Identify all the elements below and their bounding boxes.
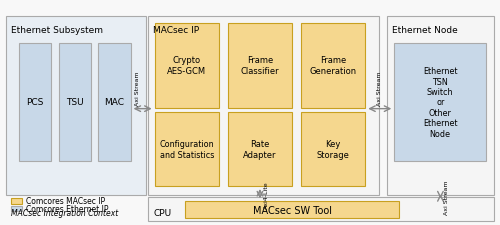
FancyBboxPatch shape <box>300 112 366 186</box>
FancyBboxPatch shape <box>228 112 292 186</box>
Text: TSU: TSU <box>66 98 84 107</box>
Text: Ethernet
TSN
Switch
or
Other
Ethernet
Node: Ethernet TSN Switch or Other Ethernet No… <box>423 67 458 138</box>
FancyBboxPatch shape <box>12 206 22 211</box>
Text: Comcores MACsec IP: Comcores MACsec IP <box>26 196 106 205</box>
Text: Rate
Adapter: Rate Adapter <box>243 140 276 159</box>
FancyBboxPatch shape <box>386 17 494 195</box>
Text: Axi4-Lite: Axi4-Lite <box>264 180 269 208</box>
FancyBboxPatch shape <box>58 44 91 161</box>
FancyBboxPatch shape <box>12 198 22 204</box>
FancyBboxPatch shape <box>148 17 380 195</box>
Text: Comcores Ethernet IP: Comcores Ethernet IP <box>26 204 109 213</box>
Text: MAC: MAC <box>104 98 124 107</box>
Text: MACsec IP: MACsec IP <box>153 26 199 35</box>
FancyBboxPatch shape <box>154 24 219 108</box>
FancyBboxPatch shape <box>154 112 219 186</box>
FancyBboxPatch shape <box>186 201 399 218</box>
FancyBboxPatch shape <box>98 44 130 161</box>
FancyBboxPatch shape <box>19 44 51 161</box>
Text: MACsec SW Tool: MACsec SW Tool <box>253 205 332 215</box>
Text: Key
Storage: Key Storage <box>316 140 350 159</box>
Text: PCS: PCS <box>26 98 44 107</box>
Text: Frame
Generation: Frame Generation <box>310 56 356 76</box>
Text: CPU: CPU <box>153 208 171 217</box>
FancyBboxPatch shape <box>228 24 292 108</box>
Text: Configuration
and Statistics: Configuration and Statistics <box>160 140 214 159</box>
Text: Ethernet Node: Ethernet Node <box>392 26 458 35</box>
Text: Frame
Classifier: Frame Classifier <box>240 56 280 76</box>
Text: Axi Stream: Axi Stream <box>378 72 382 106</box>
Text: Axi Stream: Axi Stream <box>444 179 450 214</box>
Text: Axi Stream: Axi Stream <box>135 72 140 106</box>
FancyBboxPatch shape <box>148 197 494 221</box>
Text: Ethernet Subsystem: Ethernet Subsystem <box>12 26 104 35</box>
FancyBboxPatch shape <box>300 24 366 108</box>
Text: MACsec Integration Context: MACsec Integration Context <box>12 208 118 217</box>
FancyBboxPatch shape <box>394 44 486 161</box>
FancyBboxPatch shape <box>6 17 145 195</box>
Text: Crypto
AES-GCM: Crypto AES-GCM <box>168 56 206 76</box>
